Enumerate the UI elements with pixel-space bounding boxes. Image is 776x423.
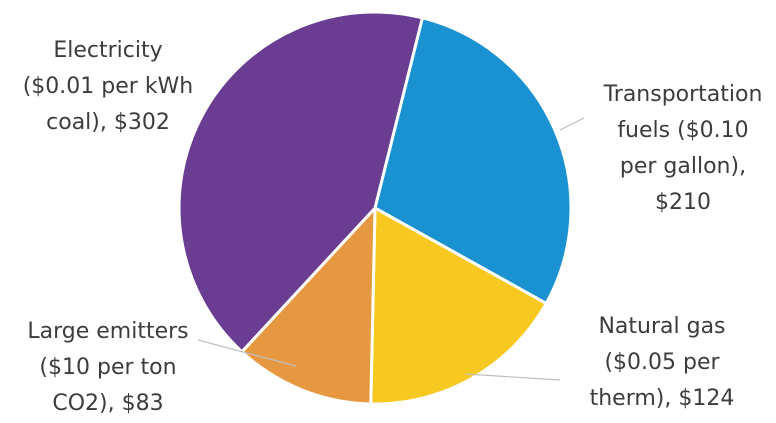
pie-slice-natural-gas: [369, 206, 548, 406]
slice-label-natural-gas: Natural gas ($0.05 per therm), $124: [590, 314, 735, 411]
slice-label-transportation-fuels: Transportation fuels ($0.10 per gallon), $2…: [603, 82, 763, 215]
slice-label-line: CO2), $83: [52, 391, 163, 416]
slice-label-line: Large emitters: [27, 319, 188, 344]
slice-label-line: ($10 per ton: [39, 355, 176, 380]
slice-label-line: Natural gas: [598, 314, 725, 339]
slice-label-large-emitters: Large emitters ($10 per ton CO2), $83: [27, 319, 188, 416]
pie-slices: [177, 10, 573, 406]
leader-lines: [197, 117, 585, 381]
slice-label-line: $210: [655, 190, 711, 215]
slice-label-line: coal), $302: [46, 110, 170, 135]
slice-label-electricity: Electricity ($0.01 per kWh coal), $302: [23, 38, 194, 135]
leader-line-transportation-fuels: [559, 117, 585, 131]
slice-label-line: Transportation: [603, 82, 763, 107]
leader-line-large-emitters: [197, 339, 297, 367]
pie-slice-large-emitters: [240, 206, 377, 406]
pie-slice-electricity: [177, 10, 424, 354]
pie-slice-transportation-fuels: [373, 16, 573, 305]
slice-label-line: ($0.05 per: [604, 350, 720, 375]
slice-labels: Transportation fuels ($0.10 per gallon), $2…: [23, 38, 763, 416]
slice-label-line: fuels ($0.10: [617, 118, 748, 143]
slice-label-line: Electricity: [53, 38, 162, 63]
slice-label-line: per gallon),: [620, 154, 746, 179]
leader-line-natural-gas: [465, 373, 561, 381]
slice-label-line: ($0.01 per kWh: [23, 74, 194, 99]
slice-label-line: therm), $124: [590, 386, 735, 411]
